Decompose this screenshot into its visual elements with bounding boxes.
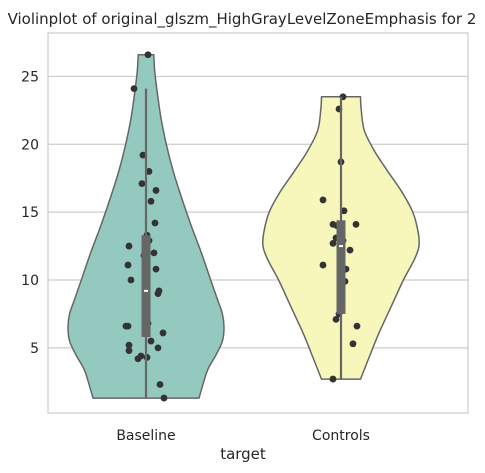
data-point bbox=[125, 242, 133, 250]
data-point bbox=[144, 51, 152, 59]
inner-boxes bbox=[141, 88, 346, 399]
median-marker bbox=[339, 245, 343, 248]
data-point bbox=[154, 290, 162, 297]
y-tick-labels: 5 10 15 20 25 bbox=[21, 69, 39, 356]
data-point bbox=[329, 239, 337, 247]
y-tick-label: 5 bbox=[30, 341, 39, 357]
data-point bbox=[332, 315, 340, 323]
data-point bbox=[349, 340, 357, 348]
y-tick-label: 15 bbox=[21, 205, 39, 221]
data-point bbox=[124, 261, 132, 269]
data-point bbox=[125, 347, 133, 354]
y-tick-label: 20 bbox=[21, 137, 39, 153]
data-point bbox=[150, 249, 158, 257]
data-point bbox=[329, 375, 337, 383]
x-tick-labels: Baseline Controls bbox=[116, 428, 370, 444]
x-tick-label: Controls bbox=[312, 428, 370, 444]
data-point bbox=[147, 197, 155, 205]
data-point bbox=[130, 85, 138, 93]
chart-title: Violinplot of original_glszm_HighGrayLev… bbox=[8, 10, 477, 29]
data-point bbox=[154, 344, 162, 352]
data-point bbox=[156, 381, 164, 388]
data-point bbox=[134, 355, 142, 363]
data-point bbox=[152, 187, 160, 194]
plot-frame bbox=[47, 32, 469, 414]
x-axis-label: target bbox=[220, 445, 266, 463]
data-point bbox=[353, 322, 361, 330]
data-point bbox=[122, 322, 130, 330]
data-point bbox=[159, 329, 167, 337]
y-tick-label: 25 bbox=[21, 69, 39, 85]
iqr-box bbox=[336, 220, 346, 314]
data-point bbox=[138, 180, 146, 188]
data-point bbox=[319, 261, 327, 269]
y-tick-label: 10 bbox=[21, 273, 39, 289]
median-marker bbox=[144, 289, 148, 292]
data-point bbox=[125, 341, 133, 349]
data-point bbox=[151, 219, 159, 227]
data-point bbox=[340, 207, 348, 215]
iqr-box bbox=[141, 235, 151, 337]
data-point bbox=[127, 276, 135, 284]
data-point bbox=[147, 337, 155, 345]
data-point bbox=[152, 265, 160, 273]
x-tick-label: Baseline bbox=[116, 428, 175, 444]
data-point bbox=[346, 246, 354, 254]
data-point bbox=[145, 168, 153, 175]
data-point bbox=[139, 151, 147, 159]
data-point bbox=[352, 220, 360, 228]
data-point bbox=[160, 394, 168, 402]
data-point bbox=[319, 196, 327, 204]
